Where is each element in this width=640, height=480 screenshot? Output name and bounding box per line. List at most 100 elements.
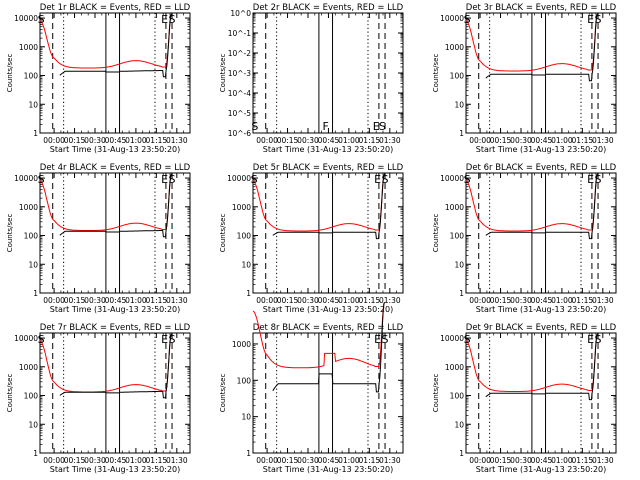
red-lld-curve	[252, 173, 386, 232]
y-tick-label: 10000	[440, 14, 464, 23]
x-tick-label: 00:45	[318, 296, 340, 305]
x-axis-label: Start Time (31-Aug-13 23:50:20)	[50, 465, 181, 474]
x-tick-label: 00:15	[490, 136, 512, 145]
panel-7: Det 7r BLACK = Events, RED = LLD 1 10 100 10…	[6, 323, 191, 474]
marker-label: S	[38, 333, 45, 346]
marker-label: E	[373, 120, 380, 133]
y-tick-label: 10^-6	[228, 129, 252, 138]
y-tick-label: 10^-1	[228, 29, 252, 38]
x-tick-label: 01:00	[338, 136, 360, 145]
y-tick-label: 100	[24, 392, 39, 401]
x-tick-label: 00:15	[277, 296, 299, 305]
marker-label: S	[464, 333, 471, 346]
panel-1: Det 1r BLACK = Events, RED = LLD 1 10 100 10…	[6, 3, 191, 154]
y-tick-label: 10	[454, 100, 464, 109]
panel-8: Det 8r BLACK = Events, RED = LLD 1 10 100 10…	[219, 302, 404, 474]
y-tick-label: 1	[459, 289, 464, 298]
x-tick-label: 01:15	[359, 296, 381, 305]
x-tick-label: 01:00	[551, 296, 573, 305]
y-tick-label: 1000	[445, 203, 464, 212]
y-axis-label: Counts/sec	[219, 54, 227, 93]
black-events-curve	[59, 13, 173, 78]
x-axis-label: Start Time (31-Aug-13 23:50:20)	[263, 305, 394, 314]
x-tick-label: 01:30	[592, 456, 614, 465]
black-events-curve	[485, 173, 599, 240]
marker-label: S	[464, 13, 471, 26]
red-lld-curve	[39, 333, 173, 393]
y-tick-label: 1000	[19, 203, 38, 212]
x-tick-label: 01:15	[572, 136, 594, 145]
x-tick-label: 00:00	[256, 136, 278, 145]
x-tick-label: 00:30	[297, 296, 319, 305]
x-tick-label: 01:30	[379, 296, 401, 305]
x-tick-label: 01:30	[166, 296, 188, 305]
y-tick-label: 10000	[440, 334, 464, 343]
panel-title: Det 3r BLACK = Events, RED = LLD	[466, 3, 617, 13]
marker-label: S	[251, 173, 258, 186]
marker-label: S	[38, 173, 45, 186]
marker-label: S	[595, 333, 602, 346]
x-tick-label: 00:15	[64, 136, 86, 145]
x-tick-label: 00:30	[84, 456, 106, 465]
panel-4: Det 4r BLACK = Events, RED = LLD 1 10 100 10…	[6, 163, 191, 314]
x-tick-label: 00:00	[256, 296, 278, 305]
x-axis-label: Start Time (31-Aug-13 23:50:20)	[263, 465, 394, 474]
marker-label: S	[382, 173, 389, 186]
panel-9: Det 9r BLACK = Events, RED = LLD 1 10 100 10…	[432, 323, 617, 474]
y-tick-label: 10000	[14, 334, 38, 343]
y-tick-label: 10	[28, 100, 38, 109]
black-events-curve	[485, 13, 599, 82]
x-tick-label: 00:00	[256, 456, 278, 465]
y-axis-label: Counts/sec	[432, 374, 440, 413]
x-tick-label: 01:15	[146, 456, 168, 465]
y-tick-label: 100	[450, 392, 465, 401]
y-tick-label: 100	[450, 72, 465, 81]
y-tick-label: 1000	[19, 43, 38, 52]
marker-label: E	[161, 173, 168, 186]
y-tick-label: 10000	[227, 174, 251, 183]
y-axis-label: Counts/sec	[432, 54, 440, 93]
y-tick-label: 1000	[232, 203, 251, 212]
panel-title: Det 9r BLACK = Events, RED = LLD	[466, 323, 617, 333]
marker-label: S	[595, 13, 602, 26]
y-axis-label: Counts/sec	[6, 214, 14, 253]
y-tick-label: 10000	[440, 174, 464, 183]
y-tick-label: 10	[241, 413, 251, 422]
plot-frame	[252, 12, 404, 134]
black-events-curve	[272, 302, 386, 393]
x-tick-label: 00:00	[43, 296, 65, 305]
x-tick-label: 00:15	[490, 296, 512, 305]
panel-2: Det 2r BLACK = Events, RED = LLD 10^-6 10^…	[219, 3, 404, 154]
marker-label: S	[169, 13, 176, 26]
x-tick-label: 01:30	[592, 296, 614, 305]
x-tick-label: 01:00	[551, 456, 573, 465]
plot-frame	[465, 332, 617, 454]
y-tick-label: 1	[33, 289, 38, 298]
marker-label: E	[587, 333, 594, 346]
x-tick-label: 00:45	[105, 296, 127, 305]
y-tick-label: 1	[246, 289, 251, 298]
red-lld-curve	[465, 173, 599, 232]
y-tick-label: 10^-4	[228, 89, 252, 98]
black-events-curve	[59, 173, 173, 238]
y-tick-label: 1	[33, 449, 38, 458]
x-tick-label: 01:00	[125, 296, 147, 305]
x-tick-label: 01:00	[125, 456, 147, 465]
x-tick-label: 00:30	[510, 456, 532, 465]
red-lld-curve	[39, 13, 173, 69]
marker-label: E	[587, 173, 594, 186]
marker-label: S	[38, 13, 45, 26]
x-tick-label: 00:15	[277, 136, 299, 145]
x-tick-label: 01:30	[592, 136, 614, 145]
x-tick-label: 01:30	[166, 456, 188, 465]
plot-frame	[465, 12, 617, 134]
panel-title: Det 1r BLACK = Events, RED = LLD	[40, 3, 191, 13]
x-tick-label: 01:00	[551, 136, 573, 145]
y-axis-label: Counts/sec	[6, 374, 14, 413]
x-tick-label: 00:30	[297, 456, 319, 465]
y-tick-label: 10	[28, 420, 38, 429]
marker-label: S	[382, 333, 389, 346]
x-tick-label: 01:15	[146, 136, 168, 145]
y-axis-label: Counts/sec	[6, 54, 14, 93]
black-events-curve	[272, 173, 386, 240]
